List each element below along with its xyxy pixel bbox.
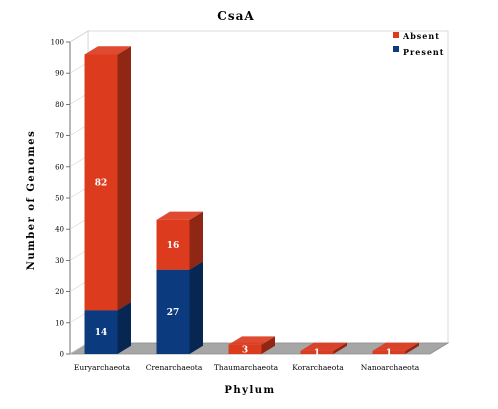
data-label: 27	[167, 308, 180, 318]
bar-absent	[84, 54, 118, 311]
bar-absent-top	[156, 211, 203, 220]
y-axis-title: Number of Genomes	[26, 130, 37, 270]
data-label: 14	[95, 328, 108, 338]
plot-area: 0 10 20 30 40 50 60 70 80 90 100 14 82 Euryarchaeota 2…	[51, 30, 450, 372]
bar-absent	[156, 219, 190, 270]
legend-swatch	[393, 32, 399, 38]
data-label: 3	[242, 345, 248, 355]
bar-absent-top	[228, 336, 275, 345]
y-tick-label: 10	[55, 319, 64, 327]
y-tick-depth-line	[69, 30, 89, 43]
bar-absent	[300, 350, 334, 354]
legend-swatch	[393, 46, 399, 52]
bar-present	[156, 269, 190, 354]
y-tick-label: 0	[60, 351, 64, 359]
chart-title: CsaA	[217, 9, 254, 23]
bar-present	[84, 310, 118, 354]
data-label: 1	[314, 348, 320, 358]
bar-absent-top	[84, 46, 131, 55]
back-wall	[87, 30, 449, 344]
x-tick-label: Crenarchaeota	[146, 363, 203, 372]
legend-label: Absent	[402, 31, 440, 41]
y-tick-label: 20	[55, 288, 64, 296]
y-tick-label: 40	[55, 226, 64, 234]
y-tick-label: 80	[55, 101, 64, 109]
bar-absent-side	[333, 342, 347, 354]
y-tick-label: 70	[55, 132, 64, 140]
bar-present-side	[117, 302, 131, 354]
data-label: 16	[167, 241, 180, 251]
y-tick-label: 100	[51, 39, 64, 47]
bar-absent	[372, 350, 406, 354]
bar-absent-top	[300, 342, 347, 351]
data-label: 82	[95, 178, 108, 188]
legend-label: Present	[403, 47, 444, 57]
bar-absent-side	[405, 342, 419, 354]
bar-absent	[228, 344, 262, 354]
y-tick-label: 30	[55, 257, 64, 265]
x-tick-label: Korarchaeota	[292, 363, 344, 372]
data-label: 1	[386, 348, 392, 358]
y-tick-label: 60	[55, 163, 64, 171]
x-tick-label: Euryarchaeota	[74, 363, 131, 372]
bar-absent-side	[117, 46, 131, 311]
x-tick-label: Thaumarchaeota	[214, 363, 279, 372]
bar-absent-top	[372, 342, 419, 351]
y-tick-label: 90	[55, 70, 64, 78]
y-tick-label: 50	[55, 195, 64, 203]
bar-absent-side	[261, 336, 275, 354]
x-axis-title: Phylum	[224, 385, 275, 396]
bar-present-side	[189, 261, 203, 354]
bar-absent-side	[189, 211, 203, 270]
x-tick-label: Nanoarchaeota	[361, 363, 420, 372]
